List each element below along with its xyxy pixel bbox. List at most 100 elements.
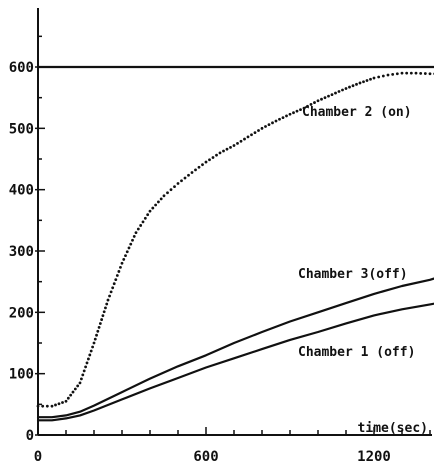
data-point xyxy=(100,318,104,321)
x-tick-label: 1200 xyxy=(357,449,391,465)
y-tick-label: 100 xyxy=(9,367,34,383)
data-point xyxy=(414,71,418,75)
data-point xyxy=(162,194,166,198)
data-point xyxy=(405,71,409,75)
data-point xyxy=(246,135,250,139)
data-point xyxy=(101,314,105,318)
data-point xyxy=(239,139,243,143)
data-point xyxy=(341,88,344,92)
data-point xyxy=(143,216,147,220)
data-point xyxy=(330,93,334,96)
data-point xyxy=(281,116,285,119)
data-point xyxy=(351,84,355,88)
data-point xyxy=(159,197,163,201)
data-point xyxy=(355,82,358,86)
data-point xyxy=(386,73,390,77)
data-point xyxy=(146,213,150,217)
data-point xyxy=(78,381,82,385)
data-point xyxy=(344,87,348,90)
series-layer xyxy=(36,65,434,422)
data-point xyxy=(381,74,385,78)
data-point xyxy=(419,71,423,75)
data-point xyxy=(97,325,101,329)
data-point xyxy=(129,242,133,246)
data-point xyxy=(45,404,49,408)
data-point xyxy=(285,114,288,118)
data-point xyxy=(92,341,96,345)
data-point xyxy=(302,106,306,110)
data-point xyxy=(243,137,246,141)
data-point xyxy=(102,310,106,314)
x-tick-label: 600 xyxy=(193,449,218,465)
data-point xyxy=(334,91,337,95)
data-point xyxy=(54,403,57,407)
data-point xyxy=(71,390,75,394)
data-point xyxy=(250,133,253,137)
data-point xyxy=(260,126,264,130)
data-point xyxy=(132,235,136,238)
data-point xyxy=(41,404,45,408)
x-axis-title: time(sec) xyxy=(358,421,428,436)
data-point xyxy=(119,265,122,269)
data-point xyxy=(348,85,351,89)
data-point xyxy=(84,365,87,369)
data-point xyxy=(337,90,341,93)
data-point xyxy=(271,121,274,125)
data-point xyxy=(253,131,257,135)
data-point xyxy=(232,144,236,147)
data-point xyxy=(295,109,299,113)
data-point xyxy=(395,72,399,76)
data-point xyxy=(292,111,295,115)
data-point xyxy=(400,71,404,75)
data-point xyxy=(309,103,313,106)
data-point xyxy=(109,290,113,294)
data-point xyxy=(136,227,140,231)
data-point xyxy=(306,104,309,108)
data-point xyxy=(85,361,89,365)
y-tick-label: 600 xyxy=(9,60,34,76)
data-point xyxy=(64,399,68,403)
data-point xyxy=(229,145,232,149)
y-tick-label: 200 xyxy=(9,305,34,321)
data-point xyxy=(313,101,316,104)
data-point xyxy=(98,322,102,325)
data-point xyxy=(108,294,111,298)
data-point xyxy=(316,99,320,103)
data-point xyxy=(236,141,239,145)
label-chamber-2: Chamber 2 (on) xyxy=(302,105,412,120)
data-point xyxy=(96,329,100,333)
data-point xyxy=(82,369,86,373)
data-point xyxy=(87,357,90,361)
data-point xyxy=(114,278,118,282)
data-point xyxy=(166,191,169,195)
data-point xyxy=(80,377,83,381)
data-point xyxy=(278,117,281,121)
data-point xyxy=(106,298,110,302)
data-point xyxy=(274,119,278,123)
data-point xyxy=(81,373,85,377)
data-point xyxy=(154,203,158,207)
data-point xyxy=(377,75,381,79)
data-point xyxy=(327,94,330,98)
data-point xyxy=(204,160,208,164)
labels-layer: 0 100 200 300 400 500 600 0 600 1200 time(sec) Cham… xyxy=(9,60,428,465)
data-point xyxy=(61,401,64,404)
data-point xyxy=(36,404,40,408)
data-point xyxy=(151,206,155,210)
data-point xyxy=(211,156,215,159)
series-chamber-2 xyxy=(36,71,434,408)
data-point xyxy=(320,97,323,101)
data-point xyxy=(180,179,183,183)
data-point xyxy=(208,158,211,162)
data-point xyxy=(120,261,124,265)
data-point xyxy=(299,108,302,112)
data-point xyxy=(124,254,127,257)
data-point xyxy=(66,396,70,400)
data-point xyxy=(365,79,369,82)
data-point xyxy=(358,81,362,85)
data-point xyxy=(169,188,173,192)
data-point xyxy=(288,112,292,116)
data-point xyxy=(95,333,98,337)
data-point xyxy=(362,80,365,84)
